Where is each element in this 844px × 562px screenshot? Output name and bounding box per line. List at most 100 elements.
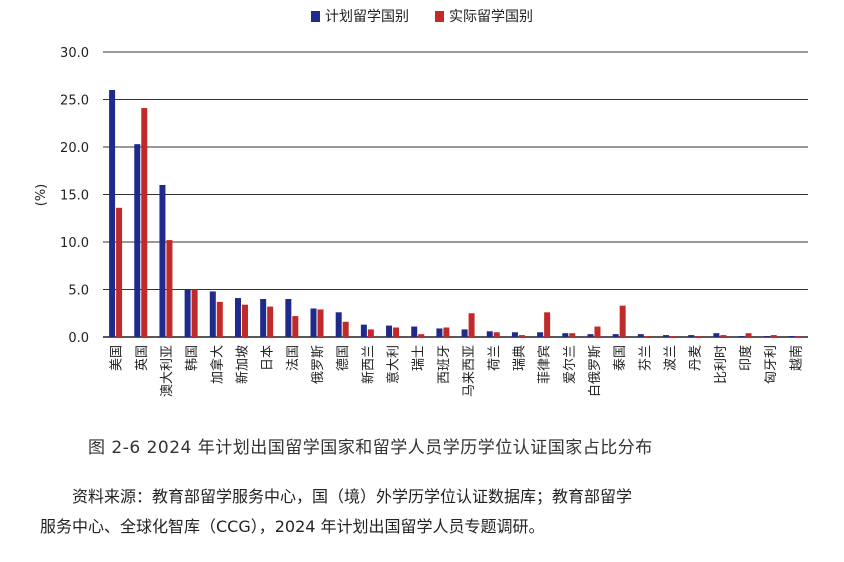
bar-actual (342, 321, 349, 337)
bar-planned (386, 325, 393, 337)
bar-planned (738, 336, 745, 337)
bar-planned (612, 334, 619, 337)
chart-legend: 计划留学国别 实际留学国别 (0, 6, 844, 26)
bar-actual (141, 108, 148, 337)
bar-planned (335, 312, 342, 337)
bar-actual (418, 334, 425, 337)
bar-actual (292, 316, 299, 337)
bar-actual (518, 335, 525, 337)
bar-actual (393, 327, 400, 337)
bar-planned (184, 289, 191, 337)
x-tick-label: 泰国 (613, 345, 628, 371)
x-tick-label: 俄罗斯 (311, 345, 326, 384)
bar-actual (317, 309, 324, 337)
source-note: 资料来源：教育部留学服务中心，国（境）外学历学位认证数据库；教育部留学 服务中心… (40, 482, 830, 542)
bar-planned (109, 90, 116, 337)
x-tick-label: 白俄罗斯 (587, 345, 603, 397)
x-tick-label: 爱尔兰 (563, 345, 578, 384)
x-tick-label: 德国 (336, 345, 351, 371)
x-tick-label: 澳大利亚 (159, 345, 175, 397)
x-tick-label: 日本 (261, 345, 276, 371)
source-note-line-1: 资料来源：教育部留学服务中心，国（境）外学历学位认证数据库；教育部留学 (72, 487, 633, 506)
bar-actual (594, 326, 601, 337)
bar-actual (267, 306, 274, 337)
bar-planned (788, 336, 795, 337)
x-tick-label: 意大利 (386, 345, 402, 384)
source-note-line-2: 服务中心、全球化智库（CCG），2024 年计划出国留学人员专题调研。 (40, 517, 545, 536)
bar-actual (493, 332, 500, 337)
bar-actual (770, 335, 777, 337)
bar-actual (166, 240, 173, 337)
y-tick-label: 10.0 (60, 236, 89, 251)
bar-actual (670, 336, 677, 337)
y-tick-label: 25.0 (60, 94, 89, 109)
bar-planned (663, 335, 670, 337)
legend-swatch-actual (435, 10, 444, 22)
y-axis-label: (%) (34, 184, 49, 207)
bar-actual (367, 329, 374, 337)
x-tick-label: 美国 (110, 345, 125, 371)
x-tick-label: 瑞士 (412, 345, 427, 371)
bar-planned (486, 331, 493, 337)
bar-planned (511, 332, 518, 337)
bar-planned (537, 332, 544, 337)
bar-planned (234, 298, 241, 337)
x-tick-label: 比利时 (714, 345, 729, 384)
bar-actual (443, 327, 450, 337)
bar-planned (360, 324, 367, 337)
bar-planned (436, 328, 443, 337)
bar-actual (644, 336, 651, 337)
x-tick-label: 印度 (738, 345, 754, 371)
x-tick-label: 丹麦 (689, 345, 704, 371)
bar-planned (411, 326, 418, 337)
bar-actual (116, 207, 123, 337)
x-tick-label: 波兰 (664, 345, 679, 371)
x-tick-label: 匈牙利 (764, 345, 779, 384)
y-tick-label: 15.0 (60, 189, 89, 204)
figure-caption: 图 2-6 2024 年计划出国留学国家和留学人员学历学位认证国家占比分布 (88, 438, 653, 458)
bar-actual (191, 289, 198, 337)
bar-actual (720, 335, 727, 337)
bar-planned (260, 299, 267, 337)
bar-planned (461, 329, 468, 337)
y-tick-label: 30.0 (60, 46, 89, 61)
bar-planned (763, 336, 770, 337)
x-tick-label: 新西兰 (360, 345, 376, 384)
bar-actual (241, 304, 248, 337)
x-tick-label: 西班牙 (437, 345, 452, 384)
x-tick-label: 加拿大 (209, 345, 225, 384)
bar-planned (310, 308, 317, 337)
bar-actual (695, 336, 702, 337)
bar-actual (544, 312, 551, 337)
x-tick-label: 新加坡 (234, 345, 250, 384)
bar-planned (209, 291, 216, 337)
bar-planned (688, 335, 695, 337)
legend-label-planned: 计划留学国别 (325, 9, 409, 25)
x-tick-label: 韩国 (185, 345, 200, 371)
x-tick-label: 马来西亚 (462, 345, 477, 397)
bar-actual (619, 305, 626, 337)
legend-item-planned: 计划留学国别 (311, 6, 409, 26)
bar-planned (713, 333, 720, 337)
bar-planned (159, 185, 166, 337)
bar-planned (134, 144, 141, 337)
x-tick-label: 芬兰 (638, 345, 653, 371)
y-tick-label: 5.0 (68, 284, 89, 299)
x-tick-label: 瑞典 (512, 345, 527, 371)
bar-actual (468, 313, 475, 337)
x-tick-label: 荷兰 (487, 345, 502, 371)
bar-actual (795, 336, 802, 337)
x-tick-label: 越南 (788, 345, 804, 371)
y-tick-label: 20.0 (60, 141, 89, 156)
bar-actual (569, 333, 576, 337)
bar-planned (285, 299, 292, 337)
legend-item-actual: 实际留学国别 (435, 6, 533, 26)
legend-label-actual: 实际留学国别 (449, 9, 533, 25)
bar-actual (745, 333, 752, 337)
x-tick-label: 菲律宾 (537, 345, 553, 384)
bar-actual (216, 301, 223, 337)
legend-swatch-planned (311, 10, 320, 22)
bar-planned (562, 333, 569, 337)
bar-planned (587, 334, 594, 337)
bar-planned (637, 334, 644, 337)
